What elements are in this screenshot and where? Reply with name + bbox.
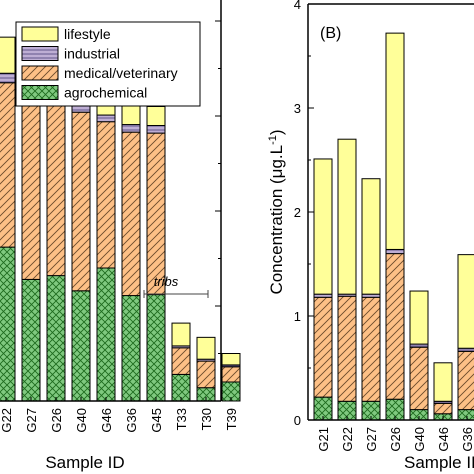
panel-a-bar-g40-industrial: [71, 105, 91, 113]
panel-a-bar-g40-medical-veterinary: [71, 111, 91, 292]
panel-a-bar-g27-medical-veterinary: [21, 91, 41, 280]
panel-b-bar-g22-medical-veterinary: [337, 295, 357, 402]
panel-b-bar-g46-medical-veterinary: [433, 402, 453, 415]
panel-a-bar-g40-agrochemical: [71, 290, 91, 402]
panel-a-bar-g46-industrial: [96, 114, 116, 123]
legend-label-agrochemical: agrochemical: [64, 85, 147, 101]
panel-a-x-tick-labels: G22 G27 G26 G40 G46 G36 G45 T33 T30 T39: [0, 397, 239, 433]
panel-a-bar-g22-agrochemical: [0, 246, 16, 402]
panel-a-bar-t33-lifestyle: [171, 322, 191, 347]
panel-a-bar-t33-medical-veterinary: [171, 347, 191, 375]
panel-b-label: (B): [320, 25, 341, 42]
panel-a-x-tick-label: G27: [24, 408, 39, 433]
panel-b-y-axis-title: Concentration (μg.L-1): [267, 129, 286, 294]
panel-a-bar-g26-medical-veterinary: [46, 101, 66, 277]
panel-b-bar-g26-medical-veterinary: [385, 253, 405, 400]
panel-b-bar-g27-medical-veterinary: [361, 296, 381, 402]
legend-swatch-industrial: [21, 46, 59, 61]
tribs-label: tribs: [154, 274, 179, 289]
panel-a-x-tick-label: T30: [199, 408, 214, 430]
panel-b-y-tick-label: 3: [294, 101, 301, 116]
panel-a-bar-g36-lifestyle: [121, 105, 141, 126]
panel-b-bar-g21-medical-veterinary: [313, 296, 333, 398]
panel-b-y-ticks: 0 1 2 3 4: [294, 0, 314, 428]
panel-a-bar-g45-agrochemical: [146, 294, 166, 402]
panel-a-bar-g22-lifestyle: [0, 36, 16, 74]
panel-a-x-tick-label: G22: [0, 408, 14, 433]
panel-b-x-tick-label: G40: [412, 427, 427, 452]
panel-b-bar-g36-agrochemical: [457, 409, 474, 421]
panel-b-bar-g36-medical-veterinary: [457, 350, 474, 411]
legend-label-industrial: industrial: [64, 46, 120, 62]
legend-swatch-agrochemical: [21, 85, 59, 100]
legend-swatch-medical-veterinary: [21, 65, 59, 81]
panel-a-x-tick-label: G36: [124, 408, 139, 433]
legend: lifestyle industrial medical/veterinary agr…: [15, 21, 201, 107]
panel-b-bar-g40-lifestyle: [409, 290, 429, 345]
panel-a-x-tick-label: G26: [49, 408, 64, 433]
panel-a-bar-g27-agrochemical: [21, 278, 41, 402]
panel-b-x-axis-title: Sample ID: [404, 453, 474, 472]
legend-label-lifestyle: lifestyle: [64, 26, 111, 42]
panel-a-x-tick-label: G40: [74, 408, 89, 433]
panel-b-bar-g22-lifestyle: [337, 138, 357, 295]
legend-label-medical-veterinary: medical/veterinary: [64, 65, 178, 81]
panel-a-bar-t30-lifestyle: [196, 336, 216, 360]
panel-a-bar-g26-agrochemical: [46, 275, 66, 402]
panel-a-x-tick-label: T33: [174, 408, 189, 430]
panel-b-y-tick-label: 2: [294, 205, 301, 220]
panel-b-x-tick-labels: G21G22G27G26G40G46G36G45: [316, 416, 474, 452]
panel-b-x-tick-label: G46: [436, 427, 451, 452]
panel-a-x-tick-label: G45: [149, 408, 164, 433]
panel-b-y-tick-label: 0: [294, 413, 301, 428]
panel-b-bars: [313, 32, 474, 421]
legend-swatch-lifestyle: [21, 26, 59, 42]
panel-b-x-tick-label: G21: [316, 427, 331, 452]
panel-b-bar-g40-medical-veterinary: [409, 346, 429, 411]
panel-b-bar-g26-industrial: [385, 248, 405, 255]
panel-a-x-tick-label: G46: [99, 408, 114, 433]
panel-a-bar-g36-medical-veterinary: [121, 131, 141, 297]
panel-a-bar-g36-industrial: [121, 124, 141, 133]
panel-a-bar-g45-medical-veterinary: [146, 132, 166, 296]
legend-items: lifestyle industrial medical/veterinary agr…: [21, 26, 178, 101]
panel-b-bar-g27-lifestyle: [361, 178, 381, 295]
panel-a-bar-t30-medical-veterinary: [196, 360, 216, 389]
panel-b-x-tick-label: G26: [388, 427, 403, 452]
panel-a-bar-g46-agrochemical: [96, 267, 116, 402]
panel-a-x-axis-title: Sample ID: [45, 453, 124, 472]
panel-a-bar-g45-lifestyle: [146, 106, 166, 126]
panel-a-bar-g45-industrial: [146, 125, 166, 134]
panel-b-y-tick-label: 4: [294, 0, 301, 12]
tribs-annotation: tribs: [143, 274, 209, 298]
panel-b-y-tick-label: 1: [294, 309, 301, 324]
panel-a: G22 G27 G26 G40 G46 G36 G45 T33 T30 T39 tribs lif…: [0, 0, 241, 472]
panel-b-bar-g21-lifestyle: [313, 158, 333, 295]
panel-a-bar-g22-medical-veterinary: [0, 82, 16, 248]
panel-a-bar-g36-agrochemical: [121, 295, 141, 402]
panel-a-bar-g22-industrial: [0, 72, 16, 84]
panel-a-bar-t39-medical-veterinary: [221, 366, 241, 383]
panel-b-x-tick-label: G36: [460, 427, 474, 452]
panel-a-right-ticks: [215, 20, 221, 402]
panel-b-bar-g26-lifestyle: [385, 32, 405, 250]
panel-b-x-tick-label: G27: [364, 427, 379, 452]
panel-a-bar-t39-lifestyle: [221, 353, 241, 366]
panel-a-x-tick-label: T39: [224, 408, 239, 430]
panel-a-bar-g46-medical-veterinary: [96, 121, 116, 269]
panel-b-x-tick-label: G22: [340, 427, 355, 452]
panel-b-bar-g46-lifestyle: [433, 362, 453, 402]
panel-b-bar-g36-lifestyle: [457, 254, 474, 349]
